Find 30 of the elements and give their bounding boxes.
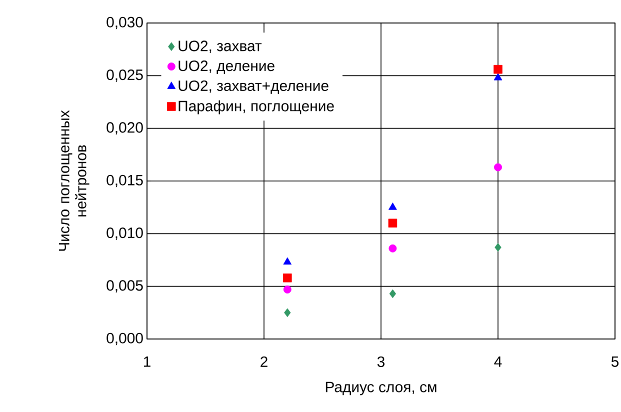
y-tick-label: 0,025 bbox=[106, 69, 143, 82]
y-tick-label: 0,000 bbox=[106, 332, 143, 346]
x-tick-label: 1 bbox=[144, 356, 150, 367]
y-tick-label: 0,015 bbox=[106, 174, 143, 188]
y-tick-label: 0,010 bbox=[106, 227, 143, 240]
point bbox=[283, 286, 292, 294]
legend-label: UO2, захват bbox=[178, 40, 262, 53]
point bbox=[494, 242, 502, 252]
point bbox=[283, 257, 292, 265]
x-axis-title: Радиус слоя, см bbox=[326, 382, 436, 396]
legend-label: UO2, захват+деление bbox=[178, 80, 328, 94]
x-tick-label: 3 bbox=[377, 356, 384, 368]
point bbox=[388, 218, 398, 228]
point bbox=[494, 72, 502, 80]
point bbox=[284, 308, 291, 318]
point bbox=[388, 202, 397, 210]
point bbox=[283, 274, 292, 282]
legend-label: UO2, деление bbox=[178, 60, 274, 74]
x-tick-label: 4 bbox=[494, 356, 502, 367]
legend-label: Парафин, поглощение bbox=[178, 100, 334, 114]
y-axis-title: Число поглощенных нейтронов bbox=[58, 110, 90, 251]
point bbox=[494, 163, 502, 172]
point bbox=[494, 64, 502, 74]
y-tick-label: 0,030 bbox=[106, 16, 143, 30]
point bbox=[389, 289, 396, 298]
x-tick-label: 2 bbox=[260, 356, 268, 367]
x-tick-label: 5 bbox=[611, 356, 619, 367]
point bbox=[388, 244, 397, 252]
y-tick-label: 0,020 bbox=[106, 122, 143, 134]
y-tick-label: 0,005 bbox=[106, 280, 143, 292]
